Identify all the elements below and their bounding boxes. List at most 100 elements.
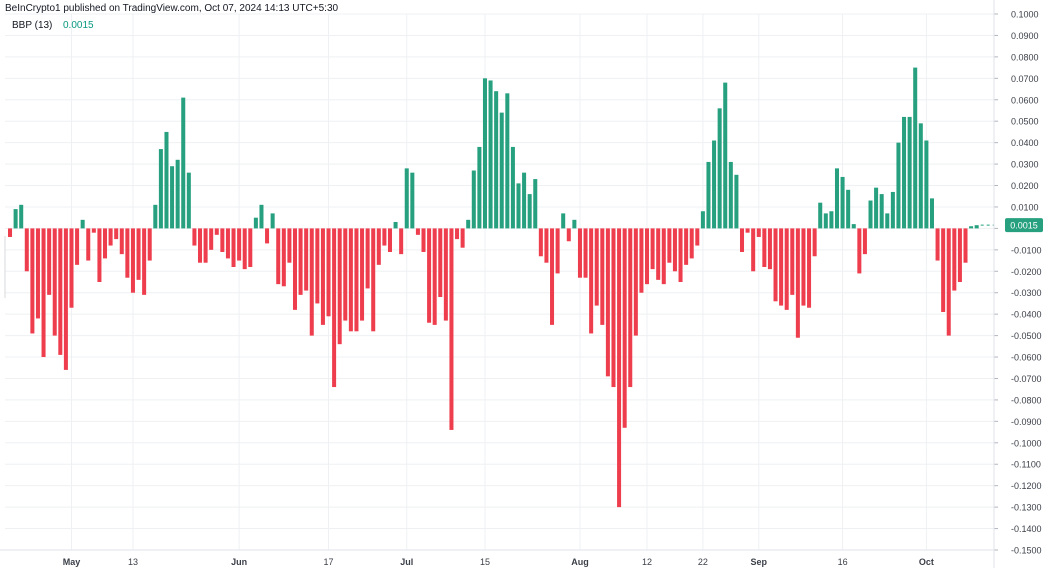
histogram-bar — [225, 228, 230, 259]
histogram-bar — [890, 191, 895, 229]
histogram-bar — [790, 228, 795, 295]
histogram-bar — [158, 149, 163, 229]
histogram-bar — [913, 67, 918, 229]
histogram-bar — [186, 172, 191, 229]
histogram-bar — [443, 228, 448, 321]
histogram-bar — [650, 228, 655, 270]
histogram-bar — [80, 219, 85, 229]
histogram-bar — [181, 97, 186, 229]
histogram-bar — [488, 80, 493, 229]
histogram-bar — [432, 228, 437, 325]
histogram-bar — [292, 228, 298, 310]
x-tick-label: 22 — [698, 557, 708, 567]
histogram-bar — [376, 228, 381, 265]
histogram-bar — [756, 228, 761, 237]
histogram-bar — [270, 213, 275, 229]
histogram-bar — [840, 176, 845, 229]
histogram-bar — [561, 213, 566, 229]
histogram-bar — [387, 228, 392, 252]
y-tick-label: -0.0300 — [1011, 288, 1042, 298]
histogram-bar — [706, 161, 711, 229]
grid-lines — [4, 13, 994, 551]
histogram-bar — [142, 228, 147, 295]
histogram-bar — [589, 228, 594, 334]
histogram-bar — [717, 108, 722, 229]
histogram-bar — [97, 228, 102, 282]
indicator-value: 0.0015 — [63, 20, 94, 31]
histogram-bar — [41, 228, 46, 358]
histogram-bar — [969, 226, 974, 229]
histogram-bar — [700, 211, 705, 229]
histogram-bar — [661, 228, 666, 285]
histogram-bar — [136, 228, 141, 280]
histogram-bar — [75, 228, 80, 265]
histogram-bar — [527, 194, 532, 229]
histogram-bar — [466, 219, 471, 229]
histogram-bar — [645, 228, 650, 285]
histogram-bar — [399, 228, 404, 255]
histogram-bar — [723, 82, 728, 229]
histogram-bar — [633, 228, 638, 336]
histogram-bar — [795, 228, 800, 338]
histogram-bar — [410, 172, 415, 229]
histogram-bar — [594, 228, 599, 306]
histogram-bar — [63, 228, 68, 370]
histogram-bar — [287, 228, 292, 263]
histogram-bar — [170, 166, 175, 229]
y-tick-label: -0.1000 — [1011, 438, 1042, 448]
histogram-bar — [360, 228, 365, 321]
histogram-bar — [35, 228, 40, 319]
histogram-bar — [220, 228, 225, 252]
histogram-bar — [851, 224, 856, 229]
y-tick-label: 0.0600 — [1011, 95, 1039, 105]
histogram-bar — [538, 228, 543, 257]
histogram-bar — [762, 228, 767, 267]
y-tick-label: -0.1300 — [1011, 503, 1042, 513]
y-tick-label: 0.0900 — [1011, 31, 1039, 41]
histogram-bar — [231, 228, 236, 267]
histogram-bar — [309, 228, 314, 336]
histogram-bar — [924, 140, 929, 229]
histogram-bar — [320, 228, 325, 325]
y-tick-label: 0.1000 — [1011, 10, 1039, 20]
histogram-bar — [533, 179, 538, 229]
y-tick-label: -0.0900 — [1011, 417, 1042, 427]
time-axis[interactable]: May 13 Jun 17 Jul 15 Aug 12 22 Sep 16 Oct — [0, 549, 994, 567]
histogram-bar — [304, 228, 309, 291]
histogram-bar — [237, 228, 242, 261]
histogram-bar — [544, 228, 549, 263]
histogram-bar — [471, 170, 476, 229]
indicator-name[interactable]: BBP (13) — [12, 20, 53, 31]
histogram-bar — [276, 228, 281, 285]
histogram-bar — [108, 228, 113, 246]
histogram-bar — [672, 228, 677, 272]
histogram-bar — [24, 228, 29, 272]
y-tick-label: -0.1400 — [1011, 524, 1042, 534]
y-tick-label: 0.0500 — [1011, 117, 1039, 127]
histogram-bar — [667, 228, 672, 263]
histogram-bar — [438, 228, 443, 298]
histogram-bar — [13, 209, 18, 229]
histogram-bar — [812, 228, 817, 257]
histogram-bar — [147, 228, 152, 261]
histogram-bar — [427, 228, 432, 323]
histogram-bar — [857, 228, 862, 274]
histogram-bar — [628, 228, 633, 388]
histogram-bar — [572, 219, 577, 229]
histogram-bar — [499, 112, 504, 229]
histogram-bar — [354, 228, 359, 332]
histogram-bar — [449, 228, 454, 430]
histogram-bar — [550, 228, 555, 325]
histogram-bar — [751, 228, 756, 272]
histogram-bar — [259, 204, 264, 229]
histogram-bar — [784, 228, 789, 310]
histogram-bar — [393, 221, 398, 229]
histogram-bar — [242, 228, 247, 270]
price-axis[interactable]: 0.1000 0.0900 0.0800 0.0700 0.0600 0.0500 0.04… — [993, 0, 1043, 568]
histogram-bar — [248, 228, 253, 267]
x-tick-label: 12 — [642, 557, 652, 567]
y-tick-label: -0.1100 — [1011, 460, 1041, 470]
y-tick-label: -0.0600 — [1011, 353, 1042, 363]
histogram-bar — [505, 93, 510, 229]
